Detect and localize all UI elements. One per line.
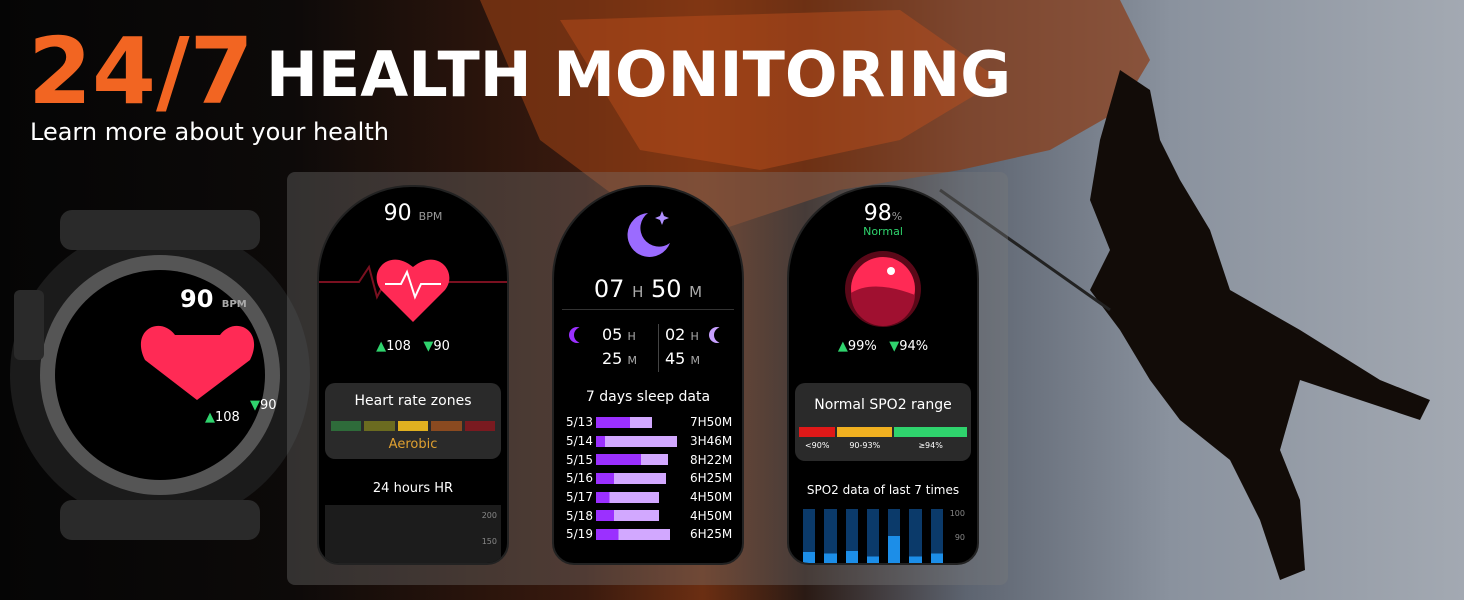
sleep-date: 5/14 bbox=[566, 434, 593, 449]
heart-unit: BPM bbox=[418, 210, 443, 223]
history-axis-bottom: 90 bbox=[954, 533, 965, 542]
history-bars bbox=[803, 509, 943, 563]
zone-label: Aerobic bbox=[388, 437, 438, 452]
heart-min: 90 bbox=[433, 339, 450, 354]
range-title: Normal SPO2 range bbox=[814, 397, 952, 413]
sleep-title: 7 days sleep data bbox=[585, 389, 711, 405]
watch-max-value: 108 bbox=[215, 410, 240, 425]
headline: HEALTH MONITORING bbox=[266, 38, 1012, 111]
sleep-duration: 6H25M bbox=[690, 471, 733, 486]
heart-icon bbox=[319, 259, 507, 322]
sleep-date: 5/16 bbox=[566, 471, 593, 486]
spo2-minmax: ▲99% ▼94% bbox=[837, 339, 929, 354]
sleep-row: 5/14 3H46M bbox=[566, 432, 734, 451]
sleep-bar bbox=[596, 416, 686, 428]
sleep-date: 5/13 bbox=[566, 415, 593, 430]
sleep-row: 5/16 6H25M bbox=[566, 469, 734, 488]
sleep-date: 5/19 bbox=[566, 527, 593, 542]
deep-moon bbox=[574, 327, 590, 343]
hr-title: 24 hours HR bbox=[372, 481, 454, 496]
sleep-h: H bbox=[632, 283, 644, 301]
heart-screen: 90 BPM ▲108 ▼90 Heart rate zones Aerobic… bbox=[317, 185, 509, 565]
watch-max: ▲108 bbox=[205, 410, 240, 425]
light-minutes: 45 bbox=[665, 349, 686, 368]
subtitle: Learn more about your health bbox=[30, 118, 389, 146]
light-hours: 02 bbox=[665, 325, 686, 344]
sleep-date: 5/15 bbox=[566, 452, 593, 467]
heart-minmax: ▲108 ▼90 bbox=[376, 339, 450, 354]
sleep-row: 5/13 7H50M bbox=[566, 413, 734, 432]
spo2-icon bbox=[845, 251, 921, 327]
sleep-row: 5/17 4H50M bbox=[566, 488, 734, 507]
deep-h: H bbox=[627, 330, 636, 343]
sleep-rows: 5/13 7H50M 5/14 3H46M 5/15 8H22M 5/16 6H25M 5/17… bbox=[566, 413, 734, 544]
spo2-max: 99% bbox=[847, 339, 877, 354]
sleep-duration: 6H25M bbox=[690, 527, 733, 542]
watch-min: ▼90 bbox=[250, 398, 277, 413]
sleep-date: 5/17 bbox=[566, 490, 593, 505]
deep-sleep: 05 H 25 M bbox=[602, 324, 637, 372]
spo2-unit: % bbox=[891, 210, 903, 223]
heart-max: 108 bbox=[386, 339, 411, 354]
sleep-bar bbox=[596, 454, 686, 466]
sleep-duration: 3H46M bbox=[690, 434, 733, 449]
hr-axis-bottom: 150 bbox=[481, 537, 497, 546]
zones-bar bbox=[331, 421, 496, 431]
sleep-bar bbox=[596, 472, 686, 484]
deep-minutes: 25 bbox=[602, 349, 623, 368]
sleep-date: 5/18 bbox=[566, 508, 593, 523]
sleep-bar bbox=[596, 510, 686, 522]
range-labels: <90% 90-93% ≥94% bbox=[799, 441, 967, 450]
sleep-screen: 07 H 50 M 05 H 25 M 02 H 45 M 7 days sleep… bbox=[552, 185, 744, 565]
divider bbox=[562, 309, 734, 310]
sleep-bar bbox=[596, 435, 686, 447]
watch-bpm: 90 BPM bbox=[180, 285, 247, 313]
watch-value: 90 bbox=[180, 285, 214, 313]
sleep-total: 07 H 50 M bbox=[554, 275, 742, 303]
sleep-m: M bbox=[689, 283, 703, 301]
hr-graph bbox=[325, 505, 501, 563]
deep-m: M bbox=[627, 354, 637, 367]
range-label: <90% bbox=[804, 441, 830, 450]
sleep-duration: 4H50M bbox=[690, 490, 733, 505]
range-label: ≥94% bbox=[918, 441, 943, 450]
sleep-row: 5/18 4H50M bbox=[566, 506, 734, 525]
light-m: M bbox=[690, 354, 700, 367]
watch-min-value: 90 bbox=[260, 398, 277, 413]
sleep-minutes: 50 bbox=[650, 275, 682, 303]
light-h: H bbox=[690, 330, 699, 343]
hr-axis-top: 200 bbox=[481, 511, 497, 520]
range-card: Normal SPO2 range <90% 90-93% ≥94% bbox=[795, 383, 971, 461]
sleep-hours: 07 bbox=[593, 275, 625, 303]
moon-icon bbox=[627, 211, 670, 257]
heart-value: 90 bbox=[383, 201, 412, 226]
sleep-duration: 7H50M bbox=[690, 415, 733, 430]
sleep-duration: 8H22M bbox=[690, 452, 733, 467]
spo2-min: 94% bbox=[899, 339, 929, 354]
range-bar bbox=[799, 427, 967, 437]
spo2-reading: 98% bbox=[789, 201, 977, 226]
zones-card: Heart rate zones Aerobic bbox=[325, 383, 501, 459]
deep-hours: 05 bbox=[602, 325, 623, 344]
headline-highlight: 24/7 bbox=[28, 18, 254, 125]
light-moon bbox=[714, 327, 730, 343]
history-title: SPO2 data of last 7 times bbox=[806, 483, 960, 497]
spo2-screen: 98% Normal ▲99% ▼94% Normal SPO2 range <… bbox=[787, 185, 979, 565]
range-label: 90-93% bbox=[849, 441, 881, 450]
watch-unit: BPM bbox=[221, 299, 247, 310]
spo2-value: 98 bbox=[863, 201, 892, 226]
sleep-bar bbox=[596, 491, 686, 503]
sleep-bar bbox=[596, 528, 686, 540]
heart-bpm: 90 BPM bbox=[319, 201, 507, 226]
light-sleep: 02 H 45 M bbox=[658, 324, 700, 372]
spo2-status: Normal bbox=[863, 225, 903, 238]
history-axis-top: 100 bbox=[949, 509, 965, 518]
zones-title: Heart rate zones bbox=[354, 393, 472, 409]
sleep-duration: 4H50M bbox=[690, 508, 733, 523]
sleep-row: 5/15 8H22M bbox=[566, 450, 734, 469]
sleep-row: 5/19 6H25M bbox=[566, 525, 734, 544]
